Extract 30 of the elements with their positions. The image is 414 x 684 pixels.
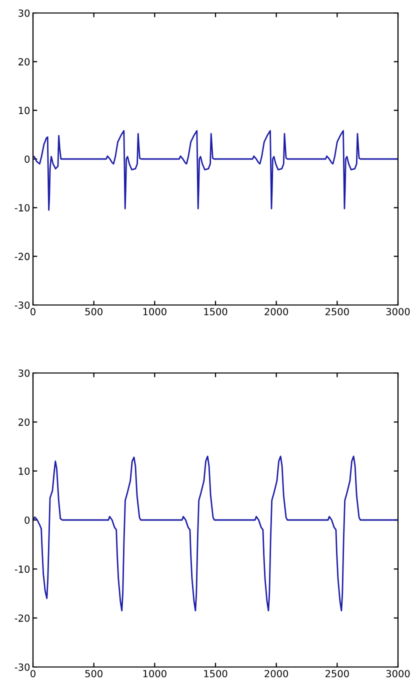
x-tick-label: 500 [85,670,102,678]
x-tick-label: 2000 [264,308,288,316]
x-tick-label: 3000 [386,670,410,678]
y-tick-label: 20 [18,418,30,426]
y-tick-label: -30 [14,663,30,671]
y-tick-label: 30 [18,369,30,377]
y-tick-label: -10 [14,204,30,212]
y-tick-label: 0 [24,516,30,524]
line-series [33,456,398,612]
x-tick-label: 500 [85,308,102,316]
y-tick-label: -30 [14,301,30,309]
y-tick-label: -20 [14,252,30,260]
x-tick-label: 0 [30,308,36,316]
x-tick-label: 3000 [386,308,410,316]
x-tick-label: 1500 [204,670,228,678]
y-tick-label: 20 [18,58,30,66]
y-tick-label: -20 [14,614,30,622]
y-tick-label: 30 [18,9,30,17]
y-tick-label: 10 [18,467,30,475]
x-tick-label: 1000 [143,670,166,678]
y-tick-label: 10 [18,106,30,114]
x-tick-label: 1000 [143,308,166,316]
line-series [33,130,398,211]
x-tick-label: 2500 [326,308,349,316]
x-tick-label: 1500 [204,308,228,316]
x-tick-label: 2500 [326,670,349,678]
x-tick-label: 2000 [264,670,288,678]
x-tick-label: 0 [30,670,36,678]
y-tick-label: -10 [14,565,30,573]
y-tick-label: 0 [24,155,30,163]
